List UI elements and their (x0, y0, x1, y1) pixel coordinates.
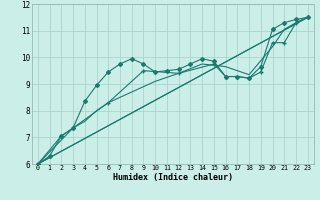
X-axis label: Humidex (Indice chaleur): Humidex (Indice chaleur) (113, 173, 233, 182)
